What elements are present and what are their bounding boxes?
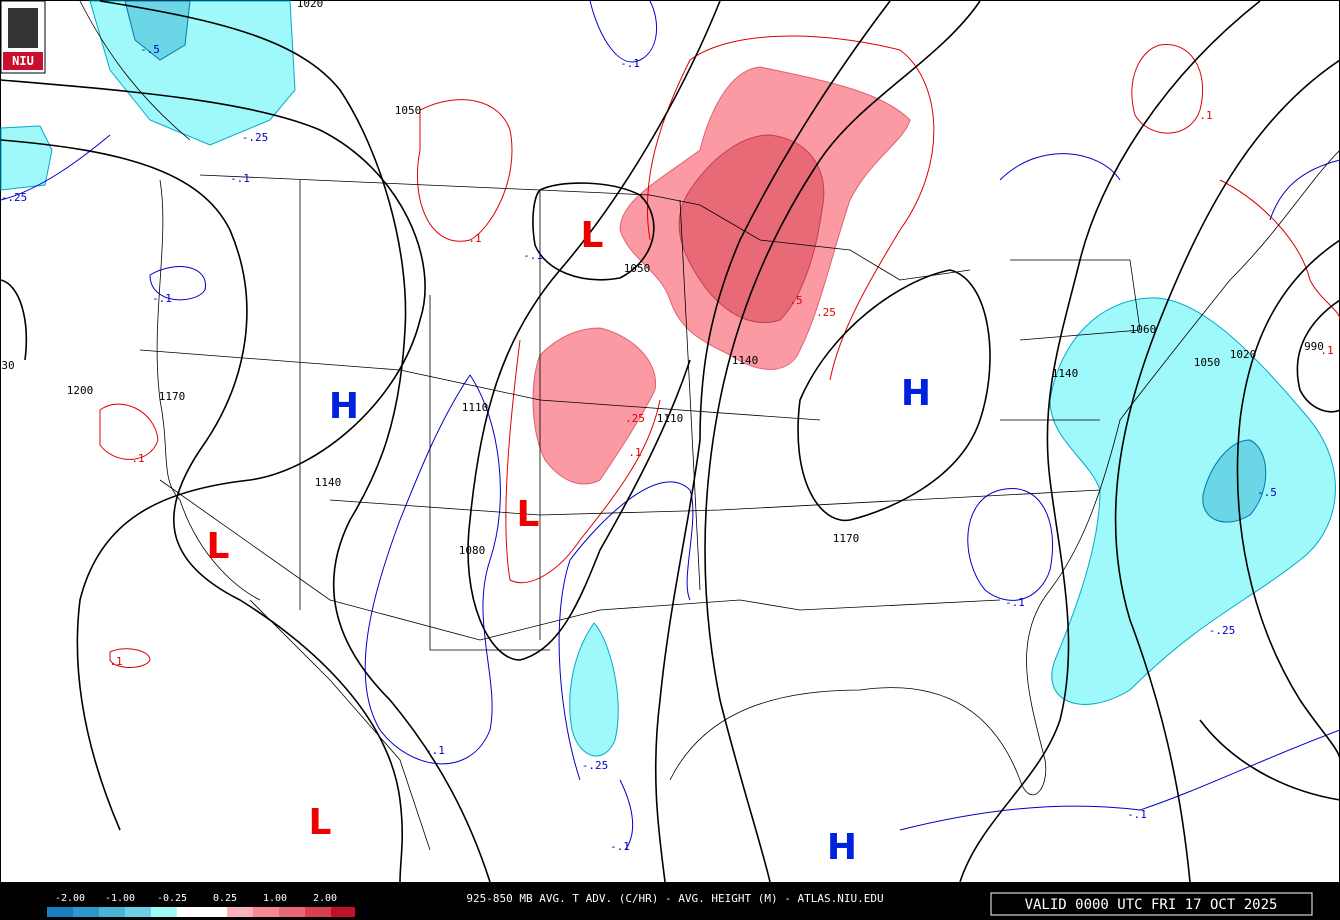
- low-center: L: [207, 526, 230, 567]
- height-label: 1170: [159, 390, 186, 403]
- cold-label: -.25: [1209, 624, 1236, 637]
- warm-label: .25: [816, 306, 836, 319]
- cold-label: -.25: [242, 131, 269, 144]
- warm-label: .1: [109, 655, 122, 668]
- height-contours: [0, 0, 1340, 883]
- cold-label: -.1: [620, 57, 640, 70]
- cold-advection-areas: [0, 0, 1336, 757]
- legend-label: -2.00: [55, 893, 85, 904]
- logo: NIU: [0, 0, 46, 74]
- legend: [47, 907, 355, 917]
- map-title: 925-850 MB AVG. T ADV. (C/HR) - AVG. HEI…: [466, 892, 883, 905]
- cold-label: -.1: [425, 744, 445, 757]
- high-center: H: [827, 827, 857, 868]
- height-label: 1140: [1052, 367, 1079, 380]
- warm-label: .1: [131, 452, 144, 465]
- warm-label: .5: [789, 294, 802, 307]
- valid-box: [990, 892, 1313, 916]
- legend-label: -0.25: [157, 893, 187, 904]
- warm-label: .1: [628, 446, 641, 459]
- low-center: L: [581, 215, 604, 256]
- height-label: 1020: [1230, 348, 1257, 361]
- height-label: 1080: [459, 544, 486, 557]
- cold-label: -.1: [523, 249, 543, 262]
- height-label: 1170: [833, 532, 860, 545]
- cold-label: -.25: [582, 759, 609, 772]
- cold-label: -.25: [1, 191, 28, 204]
- cold-label: -.5: [1257, 486, 1277, 499]
- height-label: 990: [1304, 340, 1324, 353]
- cold-label: -.1: [152, 292, 172, 305]
- legend-label: 0.25: [213, 893, 237, 904]
- cold-label: -.1: [1005, 596, 1025, 609]
- logo-text: NIU: [12, 54, 34, 68]
- high-center: H: [901, 373, 931, 414]
- warm-label: .1: [468, 232, 481, 245]
- height-label: 1110: [462, 401, 489, 414]
- height-label: 1060: [1130, 323, 1157, 336]
- cold-label: -.1: [610, 840, 630, 853]
- legend-label: 2.00: [313, 893, 337, 904]
- height-label: 1050: [624, 262, 651, 275]
- valid-time: VALID 0000 UTC FRI 17 OCT 2025: [1025, 897, 1278, 913]
- cold-label: -.1: [230, 172, 250, 185]
- height-label: 1050: [395, 104, 422, 117]
- height-label: 30: [1, 359, 14, 372]
- legend-label: 1.00: [263, 893, 287, 904]
- strong-cold-areas: [124, 0, 1267, 523]
- legend-label: -1.00: [105, 893, 135, 904]
- height-label: 1200: [67, 384, 94, 397]
- warm-label: .1: [1199, 109, 1212, 122]
- height-label: 1050: [1194, 356, 1221, 369]
- high-center: H: [329, 386, 359, 427]
- boundaries: [79, 0, 1340, 851]
- strong-warm-area: [678, 134, 825, 324]
- cold-label: -.5: [140, 43, 160, 56]
- warm-contours: [99, 35, 1340, 668]
- low-center: L: [517, 494, 540, 535]
- height-label: 1140: [732, 354, 759, 367]
- warm-label: .1: [1320, 344, 1333, 357]
- height-label: 1140: [315, 476, 342, 489]
- low-center: L: [309, 802, 332, 843]
- warm-label: .25: [625, 412, 645, 425]
- height-label: 1110: [657, 412, 684, 425]
- height-label: 1020: [297, 0, 324, 10]
- cold-label: -.1: [1127, 808, 1147, 821]
